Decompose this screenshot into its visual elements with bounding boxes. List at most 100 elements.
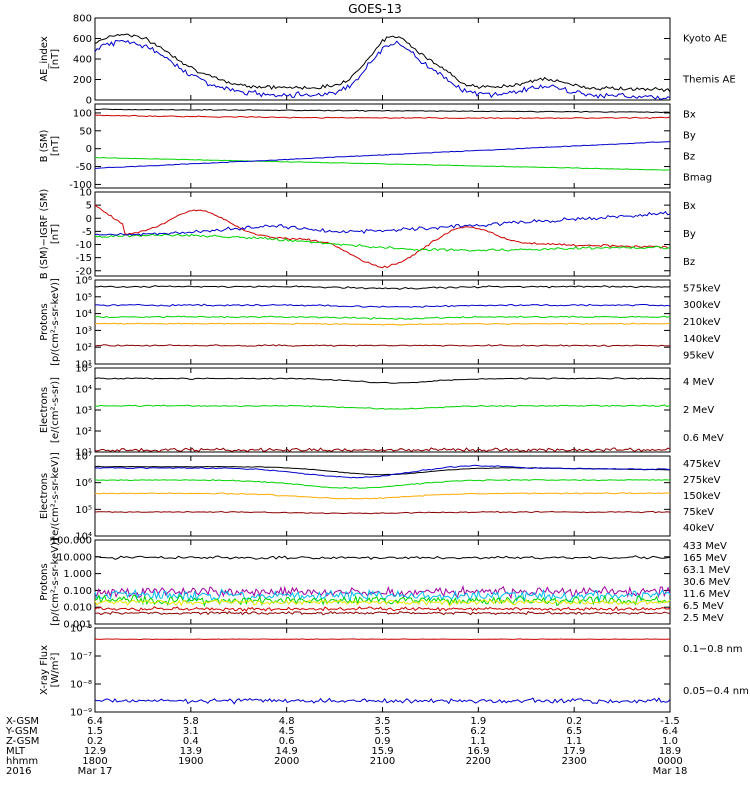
legend-entry: 475keV — [683, 459, 721, 470]
series-line-433-mev — [94, 610, 671, 616]
y-tick-label: 10¹ — [75, 448, 92, 459]
x-axis-value: -1.5 — [660, 716, 680, 727]
x-axis-value: 13.9 — [180, 746, 202, 757]
y-tick-label: 10⁴ — [75, 532, 92, 543]
series-line-2-mev — [94, 404, 671, 410]
y-tick-label: 600 — [73, 34, 92, 45]
series-line-63-1-mev — [94, 598, 671, 607]
x-axis-value: 1.9 — [470, 716, 486, 727]
panel-3: -20 -15 -10 -5 0 5 10 B (SM)−IGRF (SM)[nT] Bx By B… — [39, 188, 696, 280]
x-axis-value: 14.9 — [276, 746, 298, 757]
x-axis-value: 0000 — [657, 756, 682, 767]
y-tick-label: -100 — [69, 180, 92, 191]
series-line-bz — [94, 114, 671, 120]
series-line-275kev — [94, 492, 671, 500]
x-axis-value: 0.2 — [566, 716, 582, 727]
legend-entry: 63.1 MeV — [683, 565, 730, 576]
series-line-575kev — [94, 344, 671, 347]
y-tick-label: 0.100 — [63, 586, 92, 597]
legend-entry: Kyoto AE — [683, 34, 727, 45]
legend-entry: 150keV — [683, 491, 721, 502]
legend-entry: Bz — [683, 152, 695, 163]
y-tick-label: 10² — [75, 427, 92, 438]
panel-1: 0 200 400 600 800 AE_index[nT] Kyoto AE Themis … — [39, 14, 736, 107]
y-tick-label: 0 — [86, 144, 92, 155]
y-tick-label: 0 — [86, 214, 92, 225]
panel-2: -100 -50 0 50 100 B (SM)[nT] Bx By Bz Bmag — [39, 103, 712, 191]
y-tick-label: 10.000 — [57, 552, 92, 563]
y-tick-label: -50 — [76, 162, 92, 173]
y-tick-label: 10⁷ — [75, 452, 92, 463]
y-tick-label: 10⁻⁶ — [70, 624, 92, 635]
y-tick-label: 200 — [73, 75, 92, 86]
x-axis-value: 4.5 — [279, 726, 295, 737]
x-axis-value: 6.5 — [566, 726, 582, 737]
y-tick-label: 10¹ — [75, 360, 92, 371]
y-tick-label: 10³ — [75, 326, 92, 337]
legend-entry: 575keV — [683, 283, 721, 294]
x-axis-value: 6.4 — [662, 726, 678, 737]
series-line-75kev — [94, 464, 671, 479]
y-tick-label: 10⁻⁸ — [70, 680, 92, 691]
series-line-150kev — [94, 479, 671, 489]
y-tick-label: 1.000 — [63, 569, 92, 580]
y-tick-label: 100 — [73, 108, 92, 119]
series-line-300kev — [94, 322, 671, 326]
panel-frame — [94, 627, 671, 713]
y-axis-label: B (SM)[nT] — [39, 129, 61, 162]
series-line-0-6-mev — [94, 377, 671, 384]
y-tick-label: -20 — [76, 266, 92, 277]
legend-entry: Bx — [683, 110, 696, 121]
y-tick-label: 0.010 — [63, 603, 92, 614]
y-tick-label: 10⁵ — [75, 364, 92, 375]
x-axis-value: 0.6 — [279, 736, 295, 747]
y-tick-label: 10⁻⁹ — [70, 708, 92, 719]
legend-entry: Themis AE — [682, 75, 736, 86]
panel-6: 10⁴ 10⁵ 10⁶ 10⁷ Electrons[e/(cm²-s-sr-keV)] 4… — [39, 452, 721, 543]
legend-entry: 210keV — [683, 317, 721, 328]
panel-frame — [94, 367, 671, 453]
series-line-by — [94, 156, 670, 171]
x-axis-value: 12.9 — [84, 746, 106, 757]
y-tick-label: 800 — [73, 14, 92, 25]
x-axis-row-label: Y-GSM — [5, 726, 38, 737]
x-axis-value: 4.8 — [279, 716, 295, 727]
y-tick-label: 10 — [79, 188, 92, 199]
legend-entry: 11.6 MeV — [683, 589, 730, 600]
x-axis-value: 3.5 — [375, 716, 391, 727]
panel-frame — [94, 539, 671, 625]
x-axis-row-label: hhmm — [6, 756, 38, 767]
y-axis-label: X-ray Flux[W/m²] — [39, 645, 61, 695]
y-tick-label: 0.001 — [63, 620, 92, 631]
legend-entry: 40keV — [683, 523, 714, 534]
series-line-210kev — [94, 315, 671, 320]
legend-entry: 95keV — [683, 351, 714, 362]
legend-entry: 275keV — [683, 475, 721, 486]
legend-entry: 2.5 MeV — [683, 613, 724, 624]
x-axis-value: 5.8 — [183, 716, 199, 727]
y-tick-label: 10⁻⁷ — [70, 652, 92, 663]
series-line-2-5-mev — [94, 555, 671, 560]
panel-7: 0.001 0.010 0.100 1.000 10.000 100.000Protons… — [39, 536, 730, 631]
x-axis-value: 3.1 — [183, 726, 199, 737]
x-axis-value: 17.9 — [563, 746, 585, 757]
y-tick-label: 10⁶ — [75, 478, 92, 489]
x-axis-value: 0.2 — [87, 736, 103, 747]
x-axis-value: 1.0 — [662, 736, 678, 747]
legend-entry: 30.6 MeV — [683, 577, 730, 588]
panel-4: 10¹ 10² 10³ 10⁴ 10⁵ 10⁶ Protons[p/(cm²-s-sr-ke… — [39, 276, 721, 371]
y-tick-label: 400 — [73, 55, 92, 66]
x-axis-value: 2000 — [274, 756, 299, 767]
x-axis-value: 16.9 — [467, 746, 489, 757]
x-axis-value: 1.1 — [470, 736, 486, 747]
plot-title: GOES-13 — [348, 2, 402, 16]
x-axis-value: 1800 — [82, 756, 107, 767]
y-tick-label: 5 — [86, 201, 92, 212]
x-axis-value: 1.5 — [87, 726, 103, 737]
x-axis-value: 2200 — [466, 756, 491, 767]
series-line-bx — [94, 141, 671, 169]
series-line-kyoto-ae — [94, 39, 671, 100]
x-axis-value: 0.9 — [375, 736, 391, 747]
legend-entry: 2 MeV — [683, 405, 714, 416]
panel-5: 10¹ 10² 10³ 10⁴ 10⁵ Electrons[e/(cm²-s-sr)] 4 … — [39, 364, 724, 459]
